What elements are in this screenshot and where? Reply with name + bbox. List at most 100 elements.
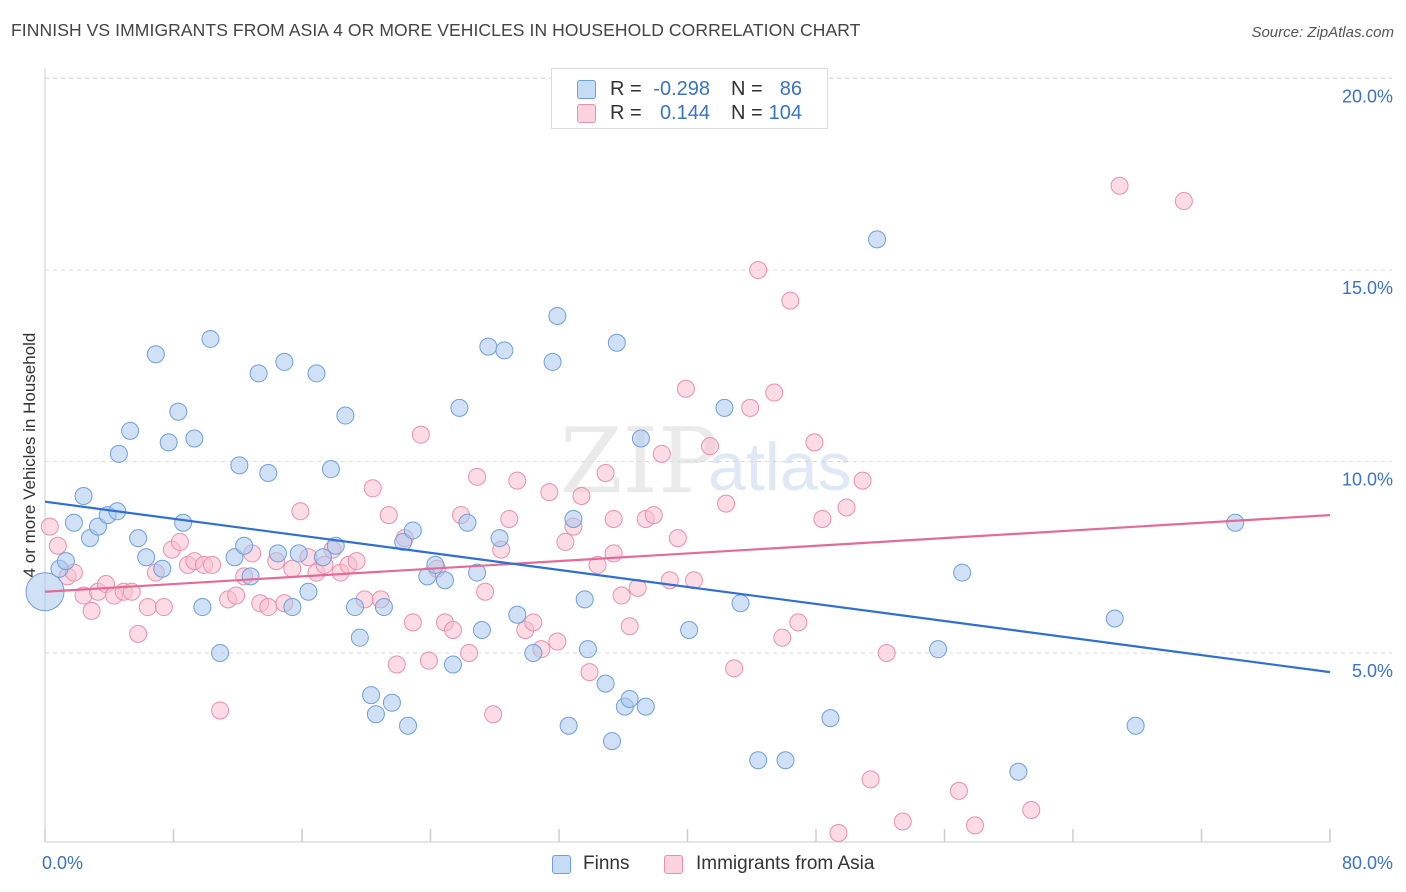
point-asia	[765, 383, 784, 402]
point-finns	[64, 513, 83, 532]
point-finns	[620, 689, 639, 708]
point-asia	[476, 582, 495, 601]
point-finns	[394, 532, 413, 551]
point-asia	[259, 598, 278, 617]
bottom-legend-swatch-asia	[664, 855, 683, 874]
point-finns	[259, 463, 278, 482]
legend-r-value-asia: 0.144	[659, 102, 710, 124]
point-asia	[837, 498, 856, 517]
point-asia	[484, 705, 503, 724]
point-finns	[468, 563, 487, 582]
point-asia	[773, 628, 792, 647]
point-finns	[715, 398, 734, 417]
bottom-legend-label-asia: Immigrants from Asia	[696, 853, 875, 874]
point-asia	[291, 502, 310, 521]
point-finns	[230, 456, 249, 475]
point-finns	[1105, 609, 1124, 628]
point-asia	[40, 517, 59, 536]
point-asia	[612, 586, 631, 605]
point-finns	[776, 751, 795, 770]
point-finns	[508, 605, 527, 624]
point-finns	[821, 709, 840, 728]
x-tick-label: 80.0%	[1342, 853, 1393, 873]
point-finns	[225, 548, 244, 567]
point-asia	[877, 644, 896, 662]
point-finns	[89, 517, 108, 536]
point-finns	[109, 444, 128, 463]
point-asia	[572, 486, 591, 505]
point-asia	[363, 479, 382, 498]
tick-labels: 5.0% 10.0% 15.0% 20.0% 0.0% 80.0%	[42, 87, 1393, 874]
point-asia	[460, 644, 479, 662]
point-finns	[307, 364, 326, 383]
point-asia	[853, 471, 872, 490]
point-asia	[580, 663, 599, 682]
point-finns	[313, 548, 332, 567]
point-finns	[403, 521, 422, 540]
point-finns	[321, 460, 340, 479]
point-asia	[604, 509, 623, 528]
point-finns	[575, 590, 594, 609]
point-finns	[241, 567, 260, 586]
legend-swatch-finns	[577, 80, 596, 99]
point-asia	[556, 532, 575, 551]
point-finns	[426, 555, 445, 574]
point-finns	[350, 628, 369, 647]
point-finns	[174, 513, 193, 532]
point-finns	[169, 402, 188, 421]
bottom-legend-swatch-finns	[552, 855, 571, 874]
trend-line-finns	[44, 500, 1331, 674]
point-asia	[1022, 801, 1041, 820]
point-asia	[443, 621, 462, 640]
point-finns	[1009, 762, 1028, 781]
point-finns	[1226, 513, 1245, 532]
y-tick-label: 5.0%	[1352, 661, 1393, 681]
point-asia	[644, 506, 663, 525]
chart-title: FINNISH VS IMMIGRANTS FROM ASIA 4 OR MOR…	[11, 20, 861, 40]
point-finns	[680, 621, 699, 640]
point-asia	[468, 467, 487, 486]
point-finns	[399, 716, 418, 735]
point-finns	[458, 513, 477, 532]
point-asia	[138, 598, 157, 617]
point-asia	[129, 624, 148, 643]
point-asia	[652, 444, 671, 463]
point-asia	[524, 613, 543, 632]
point-asia	[154, 598, 173, 617]
point-finns	[153, 559, 172, 578]
point-finns	[490, 529, 509, 548]
point-finns	[146, 345, 165, 364]
legend-n-value-finns: 86	[779, 78, 802, 100]
point-asia	[211, 701, 230, 720]
legend-row-finns: R = -0.298 N = 86	[552, 78, 827, 104]
point-finns	[868, 230, 887, 249]
correlation-legend: R = -0.298 N = 86 R = 0.144 N = 104	[551, 68, 828, 129]
point-asia	[227, 586, 246, 605]
point-asia	[411, 425, 430, 444]
point-asia	[283, 559, 302, 578]
point-finns	[185, 429, 204, 448]
point-finns	[193, 598, 212, 617]
point-finns	[74, 486, 93, 505]
point-finns	[596, 674, 615, 693]
point-finns	[275, 352, 294, 371]
point-finns	[524, 644, 543, 662]
point-asia	[949, 781, 968, 800]
point-finns	[235, 536, 254, 555]
point-finns	[435, 571, 454, 590]
point-asia	[82, 601, 101, 620]
point-finns	[578, 640, 597, 659]
point-asia	[548, 632, 567, 651]
point-asia	[829, 824, 848, 843]
point-finns	[1126, 716, 1145, 735]
point-finns	[636, 697, 655, 716]
legend-row-asia: R = 0.144 N = 104	[552, 102, 827, 128]
point-finns	[336, 406, 355, 425]
point-finns	[607, 333, 626, 352]
point-finns	[559, 716, 578, 735]
point-finns	[268, 544, 287, 563]
point-asia	[347, 552, 366, 571]
point-finns	[283, 598, 302, 617]
point-finns	[450, 398, 469, 417]
